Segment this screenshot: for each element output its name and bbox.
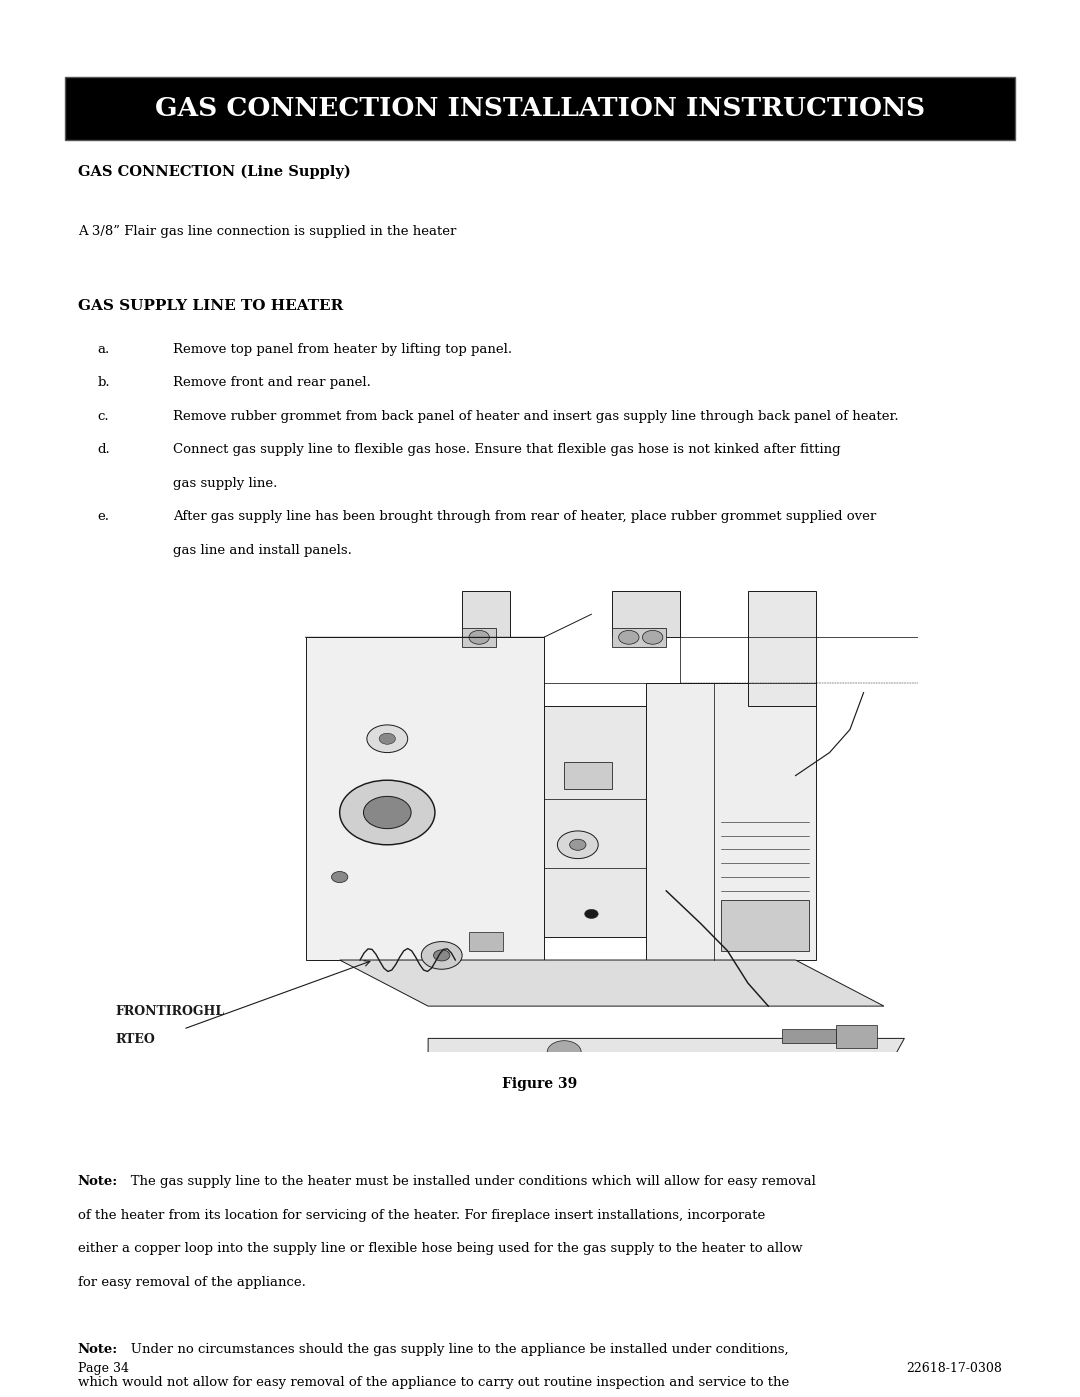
Polygon shape — [462, 591, 510, 637]
Text: c.: c. — [97, 409, 109, 423]
Text: Remove top panel from heater by lifting top panel.: Remove top panel from heater by lifting … — [173, 342, 512, 356]
Text: which would not allow for easy removal of the appliance to carry out routine ins: which would not allow for easy removal o… — [78, 1376, 789, 1390]
Text: GAS CONNECTION INSTALLATION INSTRUCTIONS: GAS CONNECTION INSTALLATION INSTRUCTIONS — [154, 96, 926, 120]
Circle shape — [643, 630, 663, 644]
Text: Under no circumstances should the gas supply line to the appliance be installed : Under no circumstances should the gas su… — [119, 1343, 788, 1356]
Polygon shape — [612, 629, 666, 647]
Text: FRONTIROGHL: FRONTIROGHL — [116, 1006, 225, 1018]
Text: gas line and install panels.: gas line and install panels. — [173, 543, 352, 557]
Polygon shape — [543, 707, 646, 937]
Circle shape — [364, 796, 411, 828]
Circle shape — [469, 630, 489, 644]
Circle shape — [433, 950, 450, 961]
Circle shape — [332, 872, 348, 883]
Text: gas supply line.: gas supply line. — [173, 476, 278, 490]
Circle shape — [619, 630, 639, 644]
Circle shape — [379, 733, 395, 745]
Polygon shape — [646, 683, 816, 960]
Text: e.: e. — [97, 510, 109, 524]
Circle shape — [569, 840, 586, 851]
Text: GAS CONNECTION (Line Supply): GAS CONNECTION (Line Supply) — [78, 165, 351, 179]
Polygon shape — [462, 629, 496, 647]
Circle shape — [340, 781, 435, 845]
Text: GAS SUPPLY LINE TO HEATER: GAS SUPPLY LINE TO HEATER — [78, 299, 343, 313]
FancyBboxPatch shape — [65, 77, 1015, 140]
Text: either a copper loop into the supply line or flexible hose being used for the ga: either a copper loop into the supply lin… — [78, 1242, 802, 1256]
Text: Remove rubber grommet from back panel of heater and insert gas supply line throu: Remove rubber grommet from back panel of… — [173, 409, 899, 423]
Text: RTEO: RTEO — [116, 1032, 154, 1046]
Polygon shape — [782, 1030, 836, 1044]
Circle shape — [557, 831, 598, 859]
Text: for easy removal of the appliance.: for easy removal of the appliance. — [78, 1275, 306, 1289]
Text: 22618-17-0308: 22618-17-0308 — [906, 1362, 1002, 1375]
Text: After gas supply line has been brought through from rear of heater, place rubber: After gas supply line has been brought t… — [173, 510, 876, 524]
Polygon shape — [428, 1038, 904, 1076]
Polygon shape — [306, 637, 543, 960]
Polygon shape — [747, 591, 816, 707]
Circle shape — [421, 942, 462, 970]
Text: Remove front and rear panel.: Remove front and rear panel. — [173, 376, 370, 390]
Text: The gas supply line to the heater must be installed under conditions which will : The gas supply line to the heater must b… — [119, 1175, 816, 1189]
Polygon shape — [612, 591, 680, 637]
Polygon shape — [469, 932, 503, 951]
Text: d.: d. — [97, 443, 110, 457]
Text: A 3/8” Flair gas line connection is supplied in the heater: A 3/8” Flair gas line connection is supp… — [78, 225, 456, 239]
Text: Connect gas supply line to flexible gas hose. Ensure that flexible gas hose is n: Connect gas supply line to flexible gas … — [173, 443, 840, 457]
Text: Page 34: Page 34 — [78, 1362, 129, 1375]
Circle shape — [584, 909, 598, 919]
Text: b.: b. — [97, 376, 110, 390]
Text: Note:: Note: — [78, 1343, 118, 1356]
Text: a.: a. — [97, 342, 109, 356]
Text: Note:: Note: — [78, 1175, 118, 1189]
Text: Figure 39: Figure 39 — [502, 1077, 578, 1091]
Circle shape — [548, 1041, 581, 1063]
Polygon shape — [720, 900, 809, 951]
Polygon shape — [836, 1024, 877, 1048]
Polygon shape — [564, 761, 612, 789]
Polygon shape — [339, 960, 883, 1006]
Circle shape — [367, 725, 408, 753]
Text: of the heater from its location for servicing of the heater. For fireplace inser: of the heater from its location for serv… — [78, 1208, 765, 1222]
